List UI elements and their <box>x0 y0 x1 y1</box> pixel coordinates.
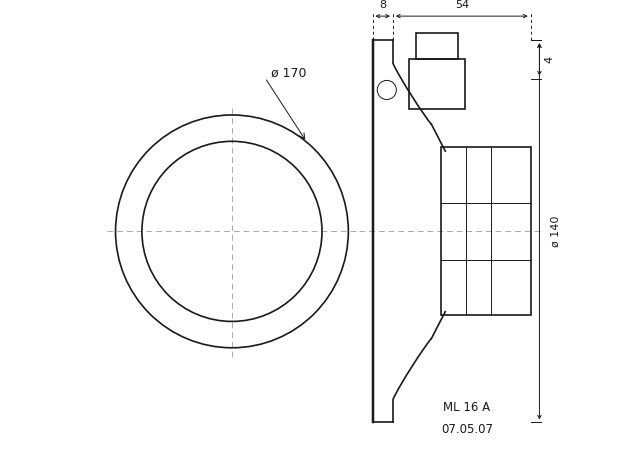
Text: ML 16 A: ML 16 A <box>444 400 491 414</box>
Text: 07.05.07: 07.05.07 <box>441 423 493 436</box>
Text: ø 140: ø 140 <box>551 216 560 247</box>
Text: 4: 4 <box>545 56 554 63</box>
Text: 54: 54 <box>455 0 469 9</box>
Bar <box>416 32 458 60</box>
Text: 8: 8 <box>379 0 386 9</box>
Text: ø 170: ø 170 <box>272 67 307 80</box>
Bar <box>441 147 531 315</box>
Bar <box>410 60 464 109</box>
